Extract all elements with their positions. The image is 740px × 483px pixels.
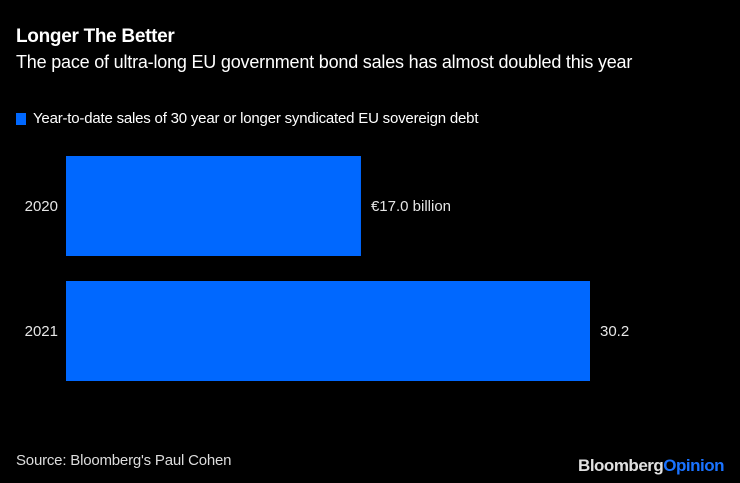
chart-title: Longer The Better (16, 26, 175, 47)
source-note: Source: Bloomberg's Paul Cohen (16, 452, 232, 469)
category-label-2021: 2021 (25, 323, 58, 340)
legend-swatch (16, 112, 26, 125)
chart-subtitle: The pace of ultra-long EU government bon… (16, 52, 633, 72)
category-label-2020: 2020 (25, 198, 58, 215)
legend: Year-to-date sales of 30 year or longer … (16, 110, 478, 127)
legend-label: Year-to-date sales of 30 year or longer … (33, 110, 479, 127)
brand-logo: BloombergOpinion (578, 456, 724, 476)
value-label-2021: 30.2 (600, 323, 629, 340)
bar-2020 (66, 156, 361, 256)
bar-2021 (66, 281, 590, 381)
value-label-2020: €17.0 billion (371, 198, 451, 215)
brand-bloomberg: Bloomberg (578, 456, 664, 475)
brand-opinion: Opinion (663, 456, 724, 475)
